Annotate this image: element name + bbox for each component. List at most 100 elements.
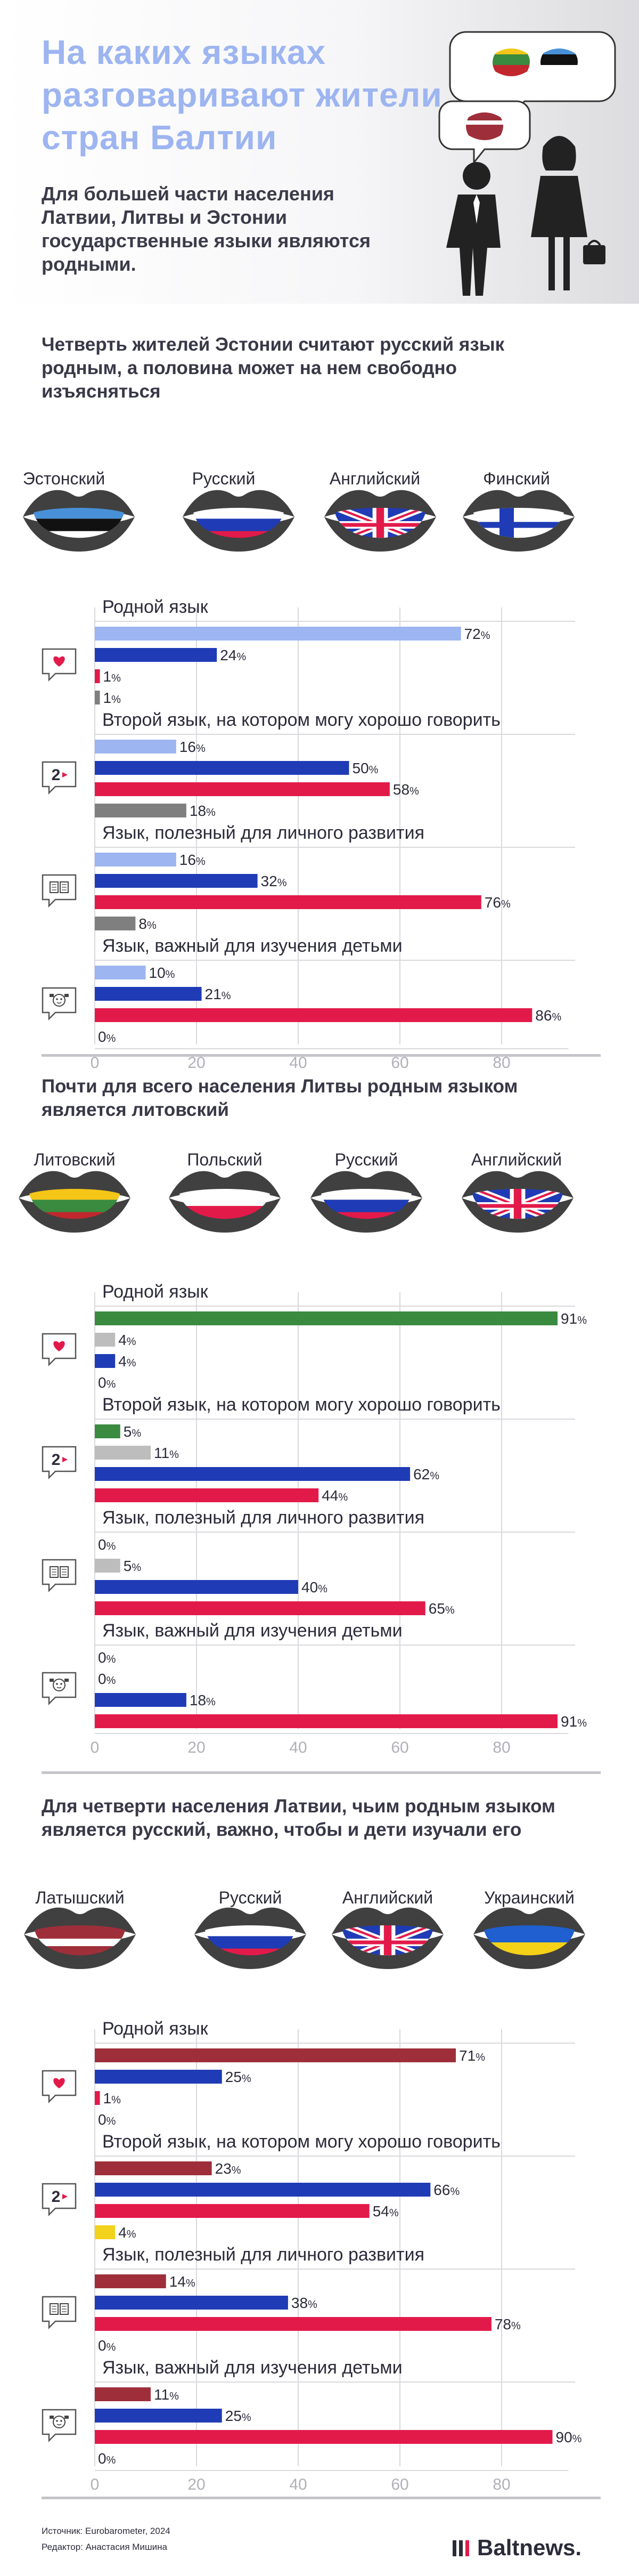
svg-text:2: 2: [52, 1451, 61, 1469]
heart-icon: [42, 648, 77, 682]
data-label: 58%: [393, 781, 419, 798]
bar: [95, 874, 258, 888]
bar: [95, 853, 176, 866]
tick-label: 20: [187, 1739, 205, 1756]
tick-label: 20: [187, 1054, 205, 1072]
data-label: 0%: [98, 1374, 116, 1391]
category-label: Язык, важный для изучения детьми: [102, 2358, 403, 2378]
category-label: Родной язык: [102, 1282, 209, 1302]
language-label: Английский: [329, 469, 421, 488]
tick-label: 40: [289, 1054, 307, 1072]
bar: [95, 1311, 558, 1325]
bar: [95, 966, 146, 979]
data-label: 18%: [190, 1692, 216, 1708]
bar: [95, 2387, 151, 2401]
category-label: Второй язык, на котором могу хорошо гово…: [102, 710, 501, 730]
bar: [95, 2048, 456, 2062]
data-label: 5%: [124, 1558, 142, 1574]
bar: [95, 1424, 120, 1438]
data-label: 90%: [556, 2429, 582, 2445]
data-label: 0%: [98, 1671, 116, 1687]
bar: [95, 1601, 425, 1615]
data-label: 32%: [261, 873, 287, 889]
data-label: 76%: [485, 894, 511, 911]
data-label: 38%: [291, 2295, 317, 2311]
language-label: Украинский: [484, 1888, 575, 1907]
data-label: 0%: [98, 2450, 116, 2467]
data-label: 1%: [103, 2090, 121, 2107]
bar: [95, 2225, 116, 2239]
data-label: 11%: [154, 2386, 179, 2403]
data-label: 4%: [118, 1332, 136, 1348]
category-label: Родной язык: [102, 2019, 209, 2039]
man-figure-icon: [446, 162, 501, 296]
page-title: На каких языках разговаривают жители стр…: [42, 33, 443, 157]
data-label: 25%: [225, 2069, 251, 2085]
bar: [95, 691, 100, 704]
category-label: Родной язык: [102, 597, 209, 617]
data-label: 0%: [98, 1028, 116, 1045]
tick-label: 0: [91, 1739, 100, 1756]
data-label: 54%: [373, 2203, 399, 2219]
data-label: 14%: [169, 2273, 195, 2290]
book-icon: [42, 874, 77, 908]
tick-label: 60: [391, 1054, 408, 1072]
language-label: Польский: [187, 1150, 263, 1169]
heart-icon: [42, 1333, 77, 1367]
language-label: Финский: [483, 469, 550, 488]
tick-label: 40: [289, 1739, 307, 1756]
language-label: Русский: [334, 1150, 398, 1169]
woman-figure-icon: [531, 136, 605, 290]
child-icon: [42, 987, 77, 1021]
header-illustration: [438, 31, 616, 296]
bar-chart: 0 20 40 60 80 Родной язык 72% 24% 1% 1% Второй язы…: [42, 597, 575, 1072]
category-label: Второй язык, на котором могу хорошо гово…: [102, 2132, 501, 2152]
language-label: Английский: [342, 1888, 433, 1907]
data-label: 71%: [459, 2047, 485, 2064]
brand-logo-icon: [453, 2540, 469, 2556]
source-note: Источник: Eurobarometer, 2024: [42, 2526, 170, 2536]
editor-note: Редактор: Анастасия Мишина: [42, 2542, 167, 2552]
data-label: 16%: [179, 852, 206, 868]
bar: [95, 1559, 120, 1573]
language-label: Латышский: [35, 1888, 125, 1907]
bar: [95, 627, 461, 641]
tick-label: 60: [391, 1739, 408, 1756]
language-label: Литовский: [34, 1150, 116, 1169]
data-label: 66%: [433, 2182, 460, 2198]
category-label: Язык, важный для изучения детьми: [102, 936, 403, 956]
section-title-lithuania: Почти для всего населения Литвы родным я…: [42, 1076, 518, 1120]
speech-bubble-icon: [438, 31, 616, 165]
data-label: 1%: [103, 668, 121, 685]
tick-label: 40: [289, 2476, 307, 2493]
data-label: 5%: [124, 1423, 142, 1440]
language-label: Эстонский: [22, 469, 105, 488]
data-label: 18%: [190, 803, 216, 819]
heart-icon: [42, 2070, 77, 2104]
bar: [95, 2070, 222, 2084]
bar: [95, 2296, 288, 2310]
bar: [95, 2091, 100, 2105]
bar: [95, 669, 100, 683]
data-label: 44%: [322, 1487, 348, 1504]
data-label: 72%: [464, 626, 490, 642]
tick-label: 80: [493, 1739, 510, 1756]
book-icon: [42, 2296, 77, 2330]
data-label: 8%: [138, 916, 157, 932]
bar: [95, 2274, 166, 2288]
data-label: 0%: [98, 1649, 116, 1666]
tick-label: 60: [391, 2476, 408, 2493]
data-label: 23%: [215, 2160, 241, 2177]
bar: [95, 1008, 532, 1022]
brand-name: Baltnews.: [477, 2535, 582, 2560]
data-label: 0%: [98, 2111, 116, 2128]
bar: [95, 1580, 298, 1594]
tick-label: 0: [91, 2476, 100, 2493]
data-label: 65%: [429, 1600, 455, 1617]
bar: [95, 987, 202, 1001]
data-label: 24%: [220, 647, 246, 663]
section-title-latvia: Для четверти населения Латвии, чьим родн…: [42, 1796, 555, 1840]
category-label: Второй язык, на котором могу хорошо гово…: [102, 1395, 501, 1415]
svg-text:2: 2: [52, 2188, 61, 2206]
bar: [95, 1333, 116, 1347]
